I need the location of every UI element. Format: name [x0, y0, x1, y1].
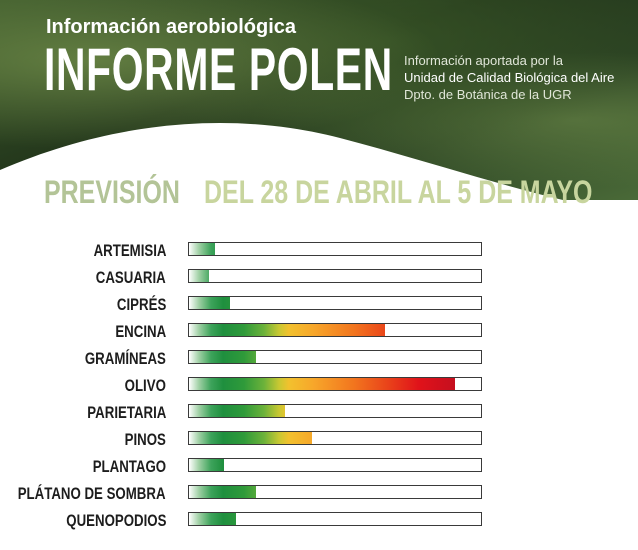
pollen-level-bar	[188, 269, 482, 283]
pollen-name: ENCINA	[115, 322, 166, 341]
credits: Información aportada por la Unidad de Ca…	[404, 52, 614, 103]
pollen-row-olivo: OLIVO	[0, 372, 638, 399]
pollen-level-bar	[188, 485, 482, 499]
pollen-level-fill	[189, 405, 286, 417]
pollen-level-fill	[189, 378, 455, 390]
pollen-row-casuaria: CASUARIA	[0, 264, 638, 291]
pollen-name: CASUARIA	[96, 268, 166, 287]
pollen-row-gramineas: GRAMÍNEAS	[0, 345, 638, 372]
pollen-level-fill	[189, 351, 257, 363]
pollen-level-bar	[188, 323, 482, 337]
pollen-name: QUENOPODIOS	[65, 511, 166, 530]
pollen-row-parietaria: PARIETARIA	[0, 399, 638, 426]
credits-line-2: Unidad de Calidad Biológica del Aire	[404, 70, 615, 85]
pollen-row-platano-de-sombra: PLÁTANO DE SOMBRA	[0, 480, 638, 507]
pollen-level-fill	[189, 270, 210, 282]
pollen-row-artemisia: ARTEMISIA	[0, 237, 638, 264]
page-title: INFORME POLEN	[44, 36, 393, 103]
pollen-level-fill	[189, 459, 225, 471]
pollen-name: PLÁTANO DE SOMBRA	[18, 484, 166, 503]
pollen-level-bar	[188, 431, 482, 445]
pollen-level-bar	[188, 242, 482, 256]
pollen-name: OLIVO	[124, 376, 166, 395]
pollen-row-quenopodios: QUENOPODIOS	[0, 507, 638, 534]
pollen-level-fill	[189, 324, 385, 336]
pollen-level-fill	[189, 297, 230, 309]
forecast-date-range: DEL 28 DE ABRIL AL 5 DE MAYO	[204, 174, 593, 210]
pollen-level-bar	[188, 404, 482, 418]
pollen-level-bar	[188, 296, 482, 310]
pollen-level-fill	[189, 243, 216, 255]
credits-line-3: Dpto. de Botánica de la UGR	[404, 87, 572, 102]
pollen-level-fill	[189, 486, 257, 498]
header-curve	[0, 122, 638, 230]
pollen-level-fill	[189, 432, 312, 444]
pollen-row-encina: ENCINA	[0, 318, 638, 345]
pollen-name: PLANTAGO	[92, 457, 166, 476]
pollen-row-pinos: PINOS	[0, 426, 638, 453]
pollen-row-plantago: PLANTAGO	[0, 453, 638, 480]
forecast-heading: PREVISIÓN DEL 28 DE ABRIL AL 5 DE MAYO	[44, 176, 592, 208]
credits-line-1: Información aportada por la	[404, 53, 563, 68]
pollen-name: PARIETARIA	[86, 403, 166, 422]
pollen-row-cipres: CIPRÉS	[0, 291, 638, 318]
pollen-name: PINOS	[124, 430, 166, 449]
pollen-level-bar	[188, 458, 482, 472]
pollen-level-bar	[188, 377, 482, 391]
pollen-level-fill	[189, 513, 236, 525]
pollen-name: ARTEMISIA	[93, 241, 166, 260]
pollen-name: CIPRÉS	[116, 295, 166, 314]
pollen-level-bar	[188, 350, 482, 364]
pollen-level-bar	[188, 512, 482, 526]
header-subtitle: Información aerobiológica	[46, 16, 297, 38]
pollen-name: GRAMÍNEAS	[84, 349, 166, 368]
forecast-label: PREVISIÓN	[44, 174, 180, 210]
